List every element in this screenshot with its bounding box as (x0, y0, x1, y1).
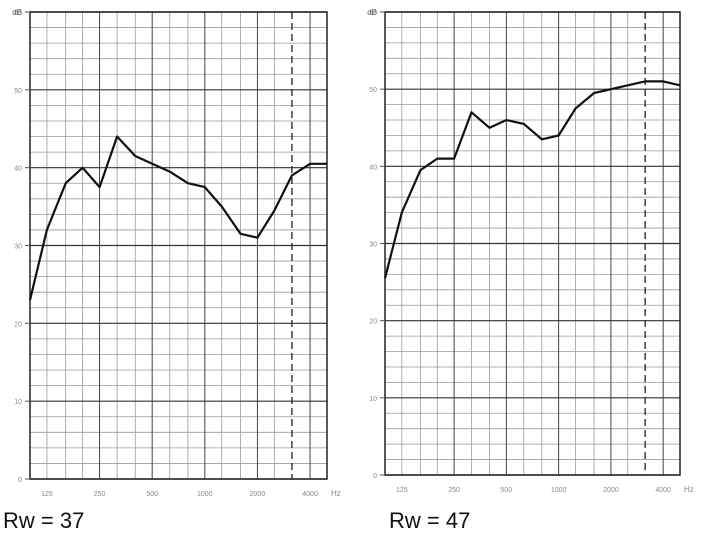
x-tick-label: 250 (94, 491, 106, 498)
y-tick-label: 60 (14, 10, 22, 17)
x-tick-label: 4000 (655, 487, 671, 494)
y-tick-label: 0 (18, 477, 22, 484)
x-unit-label: Hz (684, 485, 694, 494)
y-unit-label: dB (367, 8, 377, 17)
y-unit-label: dB (12, 8, 22, 17)
x-tick-label: 250 (448, 487, 460, 494)
x-tick-label: 125 (41, 491, 53, 498)
y-tick-label: 60 (369, 10, 377, 17)
x-tick-label: 2000 (250, 491, 266, 498)
x-tick-label: 125 (396, 487, 408, 494)
rw-caption-right: Rw = 47 (389, 508, 471, 533)
x-tick-label: 4000 (302, 491, 318, 498)
y-tick-label: 30 (369, 242, 377, 249)
x-unit-label: Hz (331, 489, 341, 498)
x-tick-label: 500 (146, 491, 158, 498)
y-tick-label: 40 (369, 164, 377, 171)
x-tick-label: 1000 (197, 491, 213, 498)
series-line (383, 80, 681, 279)
y-tick-label: 10 (369, 396, 377, 403)
y-tick-label: 30 (14, 244, 22, 251)
y-tick-label: 0 (373, 473, 377, 480)
y-tick-label: 20 (14, 321, 22, 328)
y-tick-label: 10 (14, 399, 22, 406)
y-tick-label: 50 (369, 87, 377, 94)
x-tick-label: 1000 (551, 487, 567, 494)
x-tick-label: 500 (501, 487, 513, 494)
y-tick-label: 40 (14, 166, 22, 173)
y-tick-label: 20 (369, 319, 377, 326)
x-tick-label: 2000 (603, 487, 619, 494)
series-line (28, 135, 327, 301)
rw-caption-left: Rw = 37 (3, 508, 85, 533)
y-tick-label: 50 (14, 88, 22, 95)
